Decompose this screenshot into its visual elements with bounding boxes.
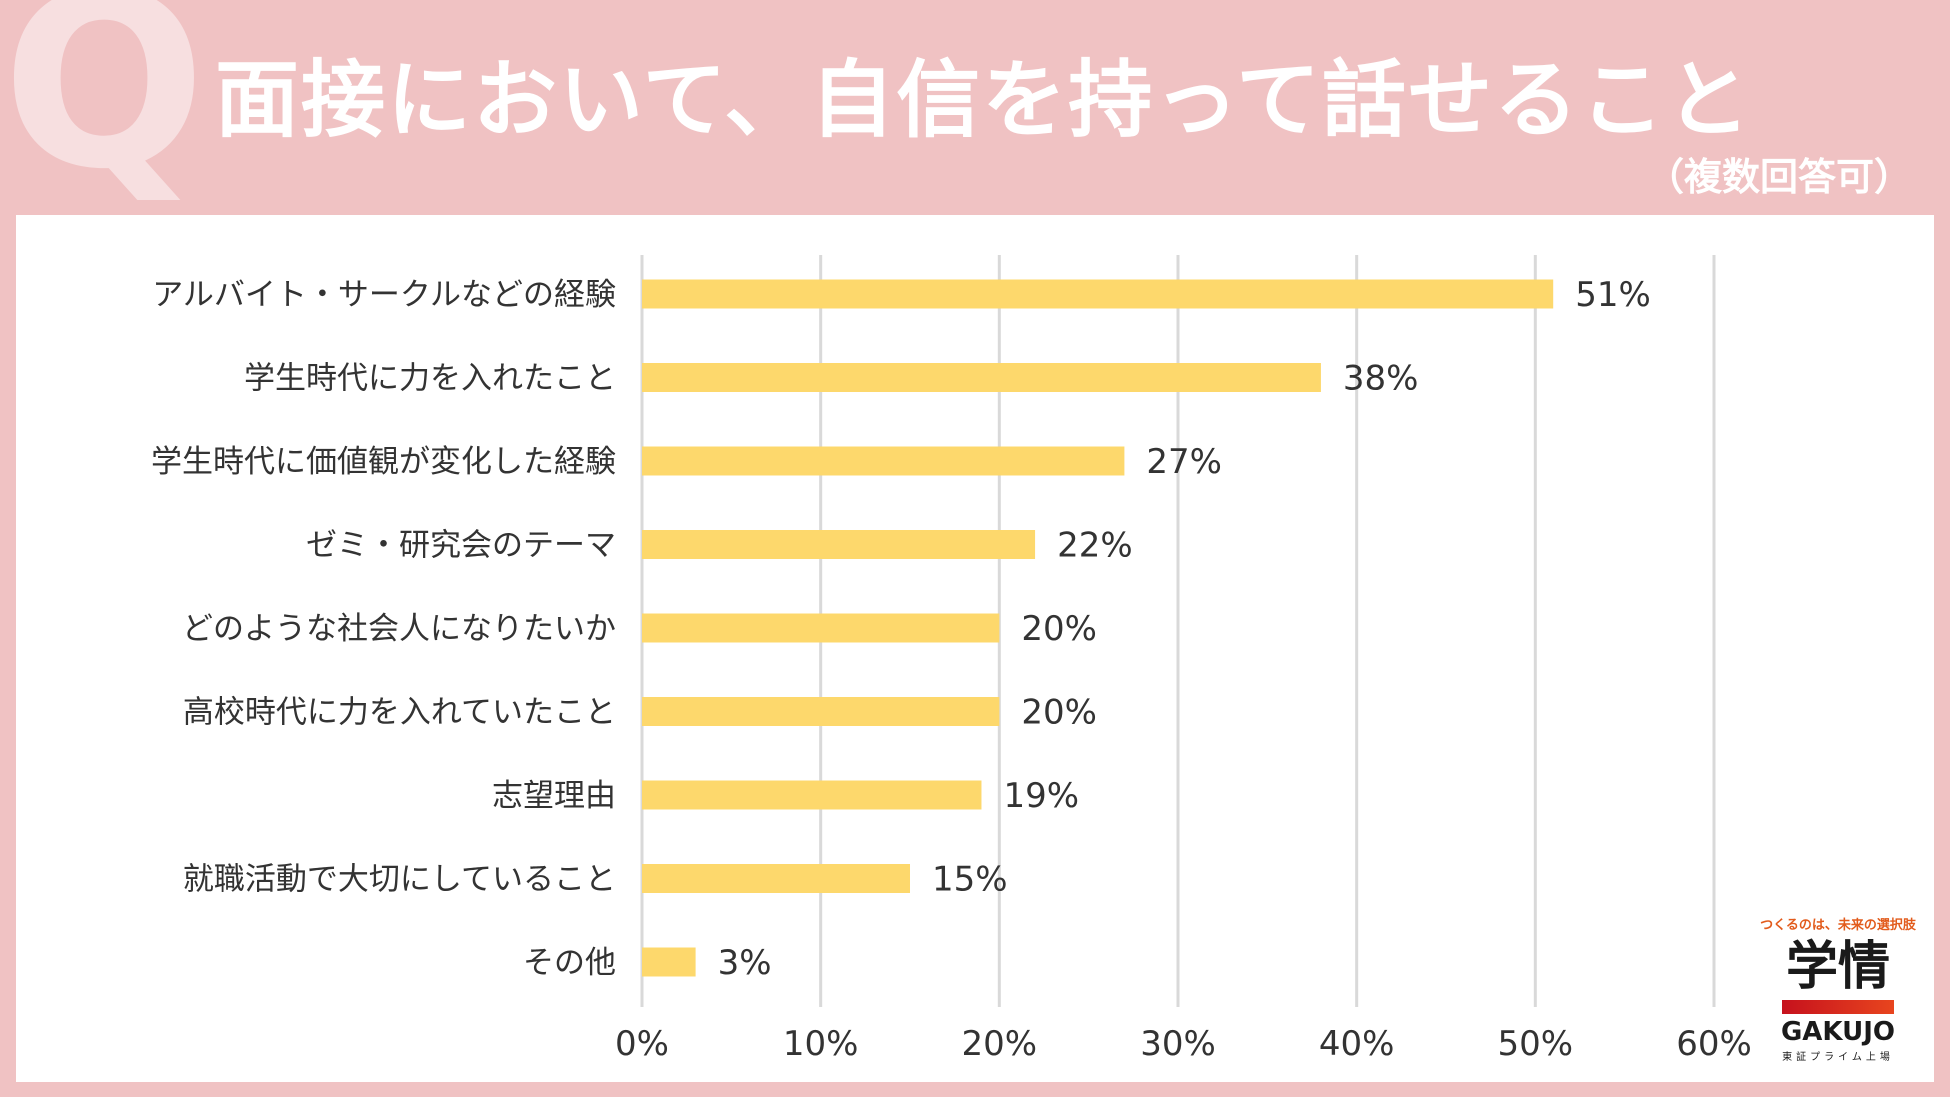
x-tick-label: 50% — [1498, 1024, 1574, 1064]
chart-panel: 0% 10% 20% 30% 40% 50% 60% アルバイト・サークルなどの経験 51% 学生… — [16, 215, 1934, 1082]
value-label: 19% — [1003, 776, 1079, 816]
bar — [642, 947, 696, 977]
value-label: 27% — [1146, 442, 1222, 482]
bar — [642, 864, 910, 893]
logo-accent-bar — [1782, 1000, 1894, 1015]
value-label: 38% — [1343, 359, 1419, 399]
x-tick-label: 30% — [1140, 1024, 1216, 1064]
gakujo-logo: つくるのは、未来の選択肢 学情 GAKUJO 東証プライム上場 — [1758, 914, 1918, 1063]
bar — [642, 363, 1321, 392]
category-label: 学生時代に価値観が変化した経験 — [151, 444, 616, 480]
page-subtitle: （複数回答可） — [1645, 155, 1912, 199]
bar — [642, 697, 1000, 726]
logo-tagline: つくるのは、未来の選択肢 — [1760, 918, 1916, 933]
x-tick-label: 10% — [783, 1024, 859, 1064]
category-label: どのような社会人になりたいか — [182, 611, 616, 647]
category-label: 学生時代に力を入れたこと — [244, 361, 616, 397]
logo-name-en: GAKUJO — [1780, 1017, 1896, 1048]
category-label: アルバイト・サークルなどの経験 — [152, 277, 616, 313]
bar-chart: 0% 10% 20% 30% 40% 50% 60% アルバイト・サークルなどの経験 51% 学生… — [151, 255, 1752, 1064]
value-label: 3% — [718, 943, 772, 983]
logo-name-ja: 学情 — [1785, 937, 1890, 997]
q-mark: Q — [2, 0, 207, 222]
x-tick-label: 40% — [1319, 1024, 1395, 1064]
value-label: 51% — [1575, 275, 1651, 315]
bar — [642, 530, 1036, 559]
bar — [642, 279, 1554, 309]
x-tick-label: 60% — [1676, 1024, 1752, 1064]
x-tick-label: 20% — [962, 1024, 1038, 1064]
x-tick-label: 0% — [615, 1024, 669, 1064]
category-label: その他 — [523, 945, 616, 981]
category-label: 就職活動で大切にしていること — [183, 862, 616, 898]
page-title: 面接において、自信を持って話せること — [215, 51, 1753, 149]
bar — [642, 613, 1000, 643]
value-label: 20% — [1021, 609, 1097, 649]
category-label: 高校時代に力を入れていたこと — [183, 695, 616, 731]
value-label: 15% — [932, 860, 1008, 900]
bar — [642, 446, 1125, 476]
category-label: 志望理由 — [492, 778, 616, 814]
logo-listing: 東証プライム上場 — [1782, 1052, 1894, 1064]
value-label: 20% — [1021, 693, 1097, 733]
bar — [642, 780, 982, 810]
category-label: ゼミ・研究会のテーマ — [306, 528, 616, 564]
value-label: 22% — [1057, 526, 1133, 566]
